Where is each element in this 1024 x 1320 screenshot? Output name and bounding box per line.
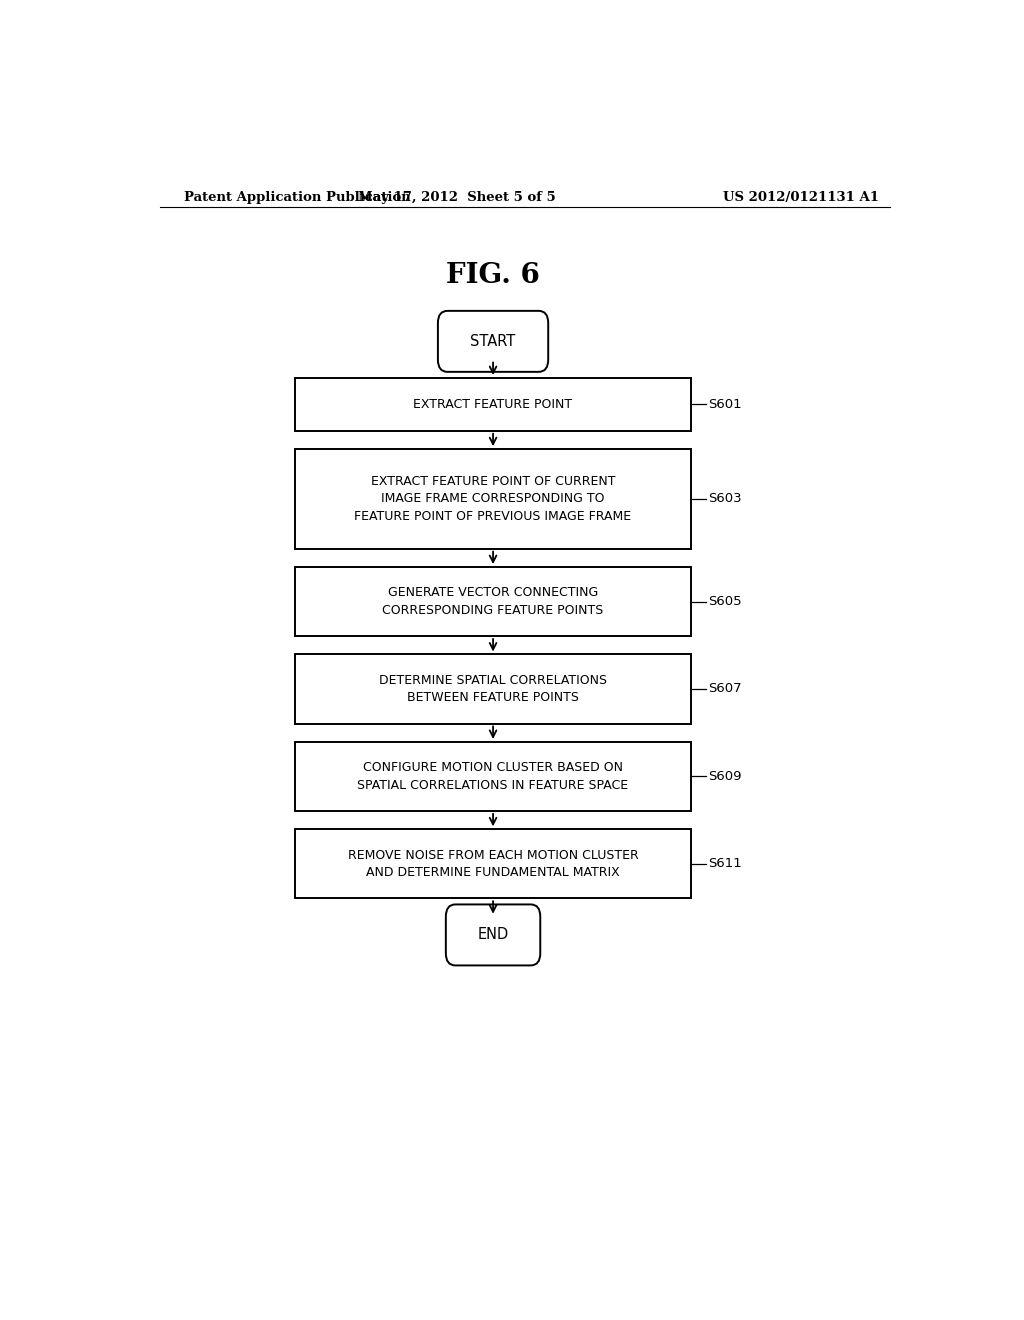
Text: CONFIGURE MOTION CLUSTER BASED ON
SPATIAL CORRELATIONS IN FEATURE SPACE: CONFIGURE MOTION CLUSTER BASED ON SPATIA…: [357, 762, 629, 792]
Text: May 17, 2012  Sheet 5 of 5: May 17, 2012 Sheet 5 of 5: [358, 190, 556, 203]
FancyBboxPatch shape: [295, 378, 691, 430]
Text: S611: S611: [709, 857, 741, 870]
Text: S605: S605: [709, 595, 741, 609]
Text: EXTRACT FEATURE POINT OF CURRENT
IMAGE FRAME CORRESPONDING TO
FEATURE POINT OF P: EXTRACT FEATURE POINT OF CURRENT IMAGE F…: [354, 475, 632, 523]
Text: START: START: [470, 334, 516, 348]
FancyBboxPatch shape: [445, 904, 541, 965]
FancyBboxPatch shape: [438, 312, 548, 372]
Text: REMOVE NOISE FROM EACH MOTION CLUSTER
AND DETERMINE FUNDAMENTAL MATRIX: REMOVE NOISE FROM EACH MOTION CLUSTER AN…: [348, 849, 638, 879]
Text: DETERMINE SPATIAL CORRELATIONS
BETWEEN FEATURE POINTS: DETERMINE SPATIAL CORRELATIONS BETWEEN F…: [379, 673, 607, 704]
Text: END: END: [477, 928, 509, 942]
FancyBboxPatch shape: [295, 829, 691, 899]
Text: S609: S609: [709, 770, 741, 783]
Text: Patent Application Publication: Patent Application Publication: [183, 190, 411, 203]
Text: GENERATE VECTOR CONNECTING
CORRESPONDING FEATURE POINTS: GENERATE VECTOR CONNECTING CORRESPONDING…: [382, 586, 604, 616]
Text: EXTRACT FEATURE POINT: EXTRACT FEATURE POINT: [414, 397, 572, 411]
Text: S607: S607: [709, 682, 741, 696]
Text: US 2012/0121131 A1: US 2012/0121131 A1: [723, 190, 880, 203]
FancyBboxPatch shape: [295, 655, 691, 723]
FancyBboxPatch shape: [295, 449, 691, 549]
FancyBboxPatch shape: [295, 568, 691, 636]
Text: FIG. 6: FIG. 6: [446, 261, 540, 289]
Text: S603: S603: [709, 492, 741, 506]
FancyBboxPatch shape: [295, 742, 691, 810]
Text: S601: S601: [709, 397, 741, 411]
